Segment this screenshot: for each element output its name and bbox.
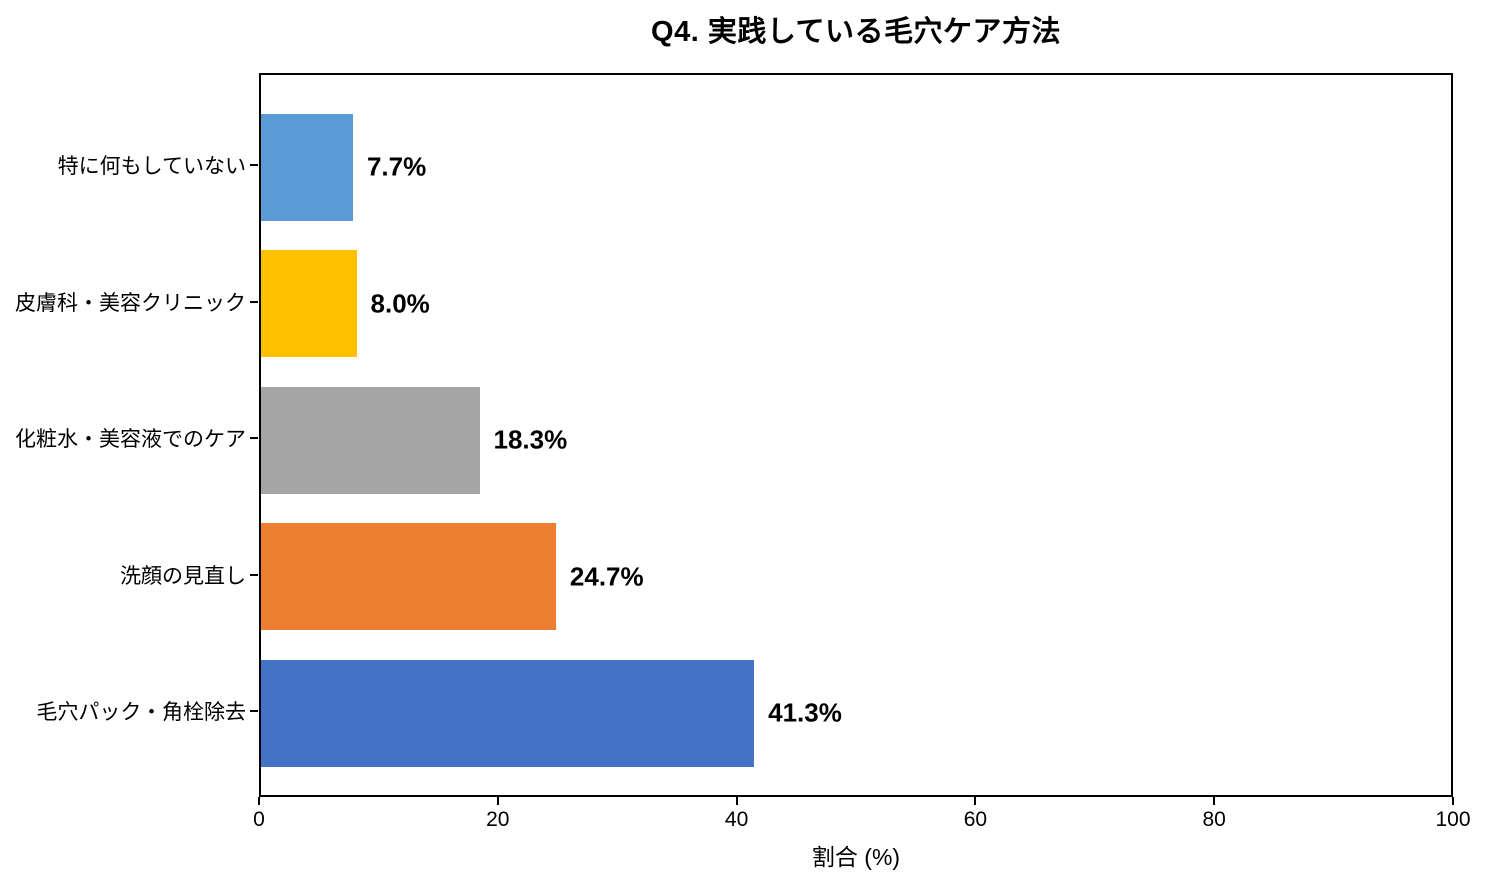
plot-area: 7.7% 8.0% 18.3% 24.7% 41.3% (259, 73, 1453, 797)
x-axis-tick-1 (496, 797, 499, 805)
y-axis-category-label-2: 化粧水・美容液でのケア (15, 428, 246, 451)
bar-value-label-4: 41.3% (768, 697, 842, 728)
y-axis-tick-2 (250, 437, 258, 439)
bar-1 (261, 250, 357, 357)
y-axis-tick-0 (250, 164, 258, 166)
x-axis-tick-5 (1452, 797, 1454, 805)
bar-3 (261, 523, 556, 630)
x-axis-tick-label-2: 40 (724, 808, 749, 831)
bar-2 (261, 386, 480, 494)
bar-value-label-1: 8.0% (370, 288, 430, 318)
x-axis-tick-2 (735, 797, 738, 805)
bar-0 (261, 113, 353, 221)
y-axis-tick-3 (250, 573, 258, 576)
bar-value-label-0: 7.7% (366, 151, 427, 182)
x-axis-label: 割合 (%) (811, 844, 901, 870)
bar-4 (261, 659, 755, 767)
y-axis-category-label-4: 毛穴パック・角栓除去 (36, 701, 246, 724)
y-axis-category-label-3: 洗顔の見直し (120, 564, 246, 588)
y-axis-category-label-0: 特に何もしていない (57, 155, 246, 178)
x-axis-tick-3 (974, 797, 977, 805)
x-axis-tick-0 (258, 797, 260, 805)
x-axis-tick-label-5: 100 (1435, 808, 1471, 831)
x-axis-tick-label-0: 0 (253, 808, 265, 831)
bar-value-label-3: 24.7% (569, 561, 644, 591)
x-axis-tick-4 (1213, 797, 1216, 805)
x-axis-tick-label-1: 20 (486, 808, 510, 831)
x-axis-tick-label-3: 60 (963, 808, 988, 831)
x-axis-tick-label-4: 80 (1202, 808, 1226, 831)
y-axis-tick-4 (250, 710, 258, 712)
y-axis-category-label-1: 皮膚科・美容クリニック (15, 291, 246, 315)
chart-title: Q4. 実践している毛穴ケア方法 (651, 16, 1061, 48)
bar-value-label-2: 18.3% (493, 424, 568, 455)
y-axis-tick-1 (250, 300, 258, 303)
